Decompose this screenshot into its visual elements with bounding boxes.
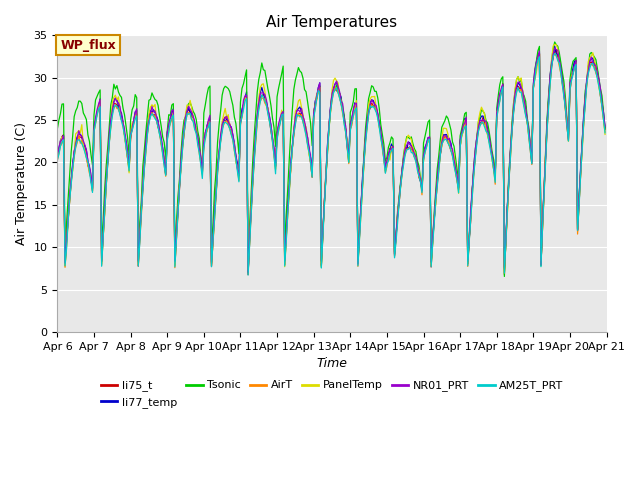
AM25T_PRT xyxy=(54,157,61,163)
PanelTemp xyxy=(217,137,225,143)
Line: li77_temp: li77_temp xyxy=(58,46,605,275)
li75_t xyxy=(244,270,252,276)
AirT xyxy=(294,110,302,116)
li75_t xyxy=(500,272,508,277)
li75_t xyxy=(235,175,243,181)
NR01_PRT xyxy=(235,173,243,179)
li77_temp xyxy=(601,126,609,132)
Tsonic xyxy=(601,126,609,132)
Tsonic xyxy=(54,126,61,132)
li77_temp xyxy=(551,43,559,49)
AM25T_PRT xyxy=(573,228,581,233)
X-axis label: Time: Time xyxy=(317,357,348,370)
Text: WP_flux: WP_flux xyxy=(60,39,116,52)
AM25T_PRT xyxy=(235,179,243,185)
NR01_PRT xyxy=(217,132,225,138)
li77_temp xyxy=(573,227,581,233)
NR01_PRT xyxy=(294,107,302,113)
Line: PanelTemp: PanelTemp xyxy=(58,44,605,273)
AirT xyxy=(601,129,609,135)
Line: AM25T_PRT: AM25T_PRT xyxy=(58,54,605,275)
NR01_PRT xyxy=(551,45,559,51)
Tsonic xyxy=(573,226,581,232)
NR01_PRT xyxy=(601,123,609,129)
Line: AirT: AirT xyxy=(58,53,605,275)
li75_t xyxy=(601,127,609,132)
NR01_PRT xyxy=(246,235,253,240)
PanelTemp xyxy=(293,106,301,111)
PanelTemp xyxy=(54,153,61,158)
Line: li75_t: li75_t xyxy=(58,49,605,275)
Line: NR01_PRT: NR01_PRT xyxy=(58,48,605,272)
PanelTemp xyxy=(601,132,609,137)
Tsonic xyxy=(551,39,559,45)
li77_temp xyxy=(121,132,129,137)
Tsonic xyxy=(500,274,508,279)
PanelTemp xyxy=(121,134,129,140)
li75_t xyxy=(217,138,225,144)
AirT xyxy=(244,272,252,277)
Tsonic xyxy=(217,108,225,114)
PanelTemp xyxy=(500,270,508,276)
AirT xyxy=(217,134,225,140)
AM25T_PRT xyxy=(246,241,253,247)
li75_t xyxy=(293,113,301,119)
NR01_PRT xyxy=(54,153,61,158)
PanelTemp xyxy=(573,226,581,232)
li77_temp xyxy=(246,234,253,240)
li77_temp xyxy=(54,151,61,156)
AirT xyxy=(551,50,559,56)
AirT xyxy=(573,231,581,237)
NR01_PRT xyxy=(573,227,581,232)
PanelTemp xyxy=(244,267,252,273)
AM25T_PRT xyxy=(601,130,609,136)
AM25T_PRT xyxy=(121,132,129,138)
li75_t xyxy=(54,152,61,157)
PanelTemp xyxy=(551,41,559,47)
AirT xyxy=(121,132,129,137)
Tsonic xyxy=(121,112,129,118)
PanelTemp xyxy=(235,176,243,181)
AM25T_PRT xyxy=(294,113,302,119)
NR01_PRT xyxy=(121,127,129,132)
AirT xyxy=(246,239,253,245)
Tsonic xyxy=(235,151,243,157)
Tsonic xyxy=(244,254,252,260)
li77_temp xyxy=(294,106,302,111)
li77_temp xyxy=(244,272,252,277)
li75_t xyxy=(573,228,581,234)
NR01_PRT xyxy=(244,269,252,275)
AirT xyxy=(235,178,243,183)
Title: Air Temperatures: Air Temperatures xyxy=(266,15,397,30)
Y-axis label: Air Temperature (C): Air Temperature (C) xyxy=(15,122,28,245)
li77_temp xyxy=(217,135,225,141)
li77_temp xyxy=(235,173,243,179)
Legend: li75_t, li77_temp, Tsonic, AirT, PanelTemp, NR01_PRT, AM25T_PRT: li75_t, li77_temp, Tsonic, AirT, PanelTe… xyxy=(96,376,568,412)
AM25T_PRT xyxy=(217,139,225,145)
AM25T_PRT xyxy=(244,272,252,278)
AirT xyxy=(54,157,61,163)
li75_t xyxy=(121,132,129,138)
AM25T_PRT xyxy=(551,51,559,57)
Line: Tsonic: Tsonic xyxy=(58,42,605,276)
Tsonic xyxy=(293,71,301,77)
li75_t xyxy=(552,47,560,52)
